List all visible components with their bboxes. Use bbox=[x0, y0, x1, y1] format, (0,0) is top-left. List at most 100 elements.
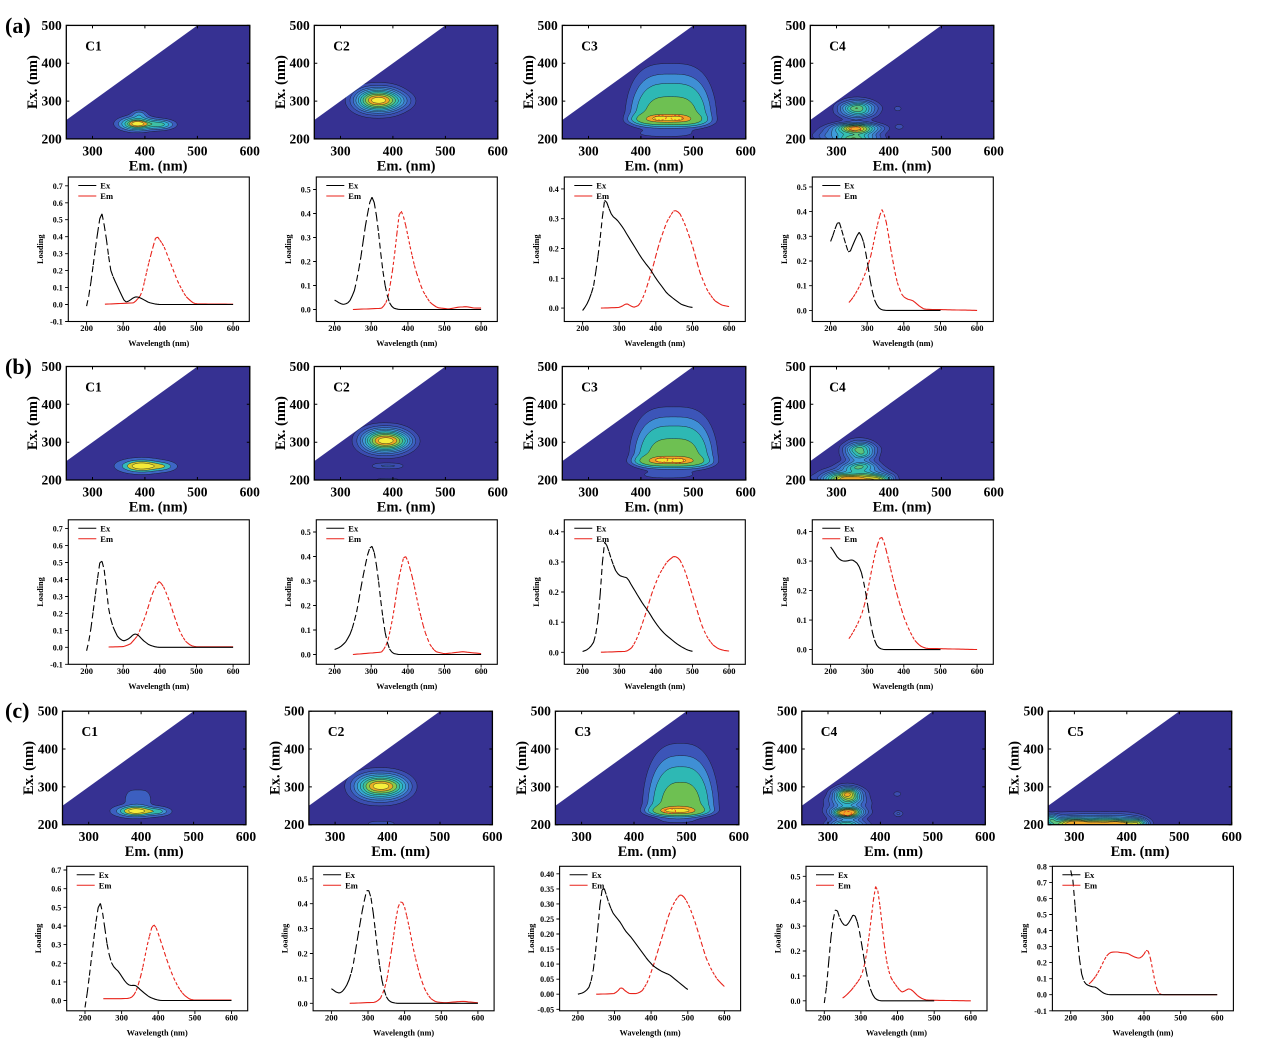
svg-text:500: 500 bbox=[686, 323, 699, 333]
svg-text:600: 600 bbox=[472, 1012, 485, 1022]
svg-text:Wavelength (nm): Wavelength (nm) bbox=[127, 1028, 188, 1037]
svg-text:Em: Em bbox=[100, 534, 113, 544]
svg-text:Loading: Loading bbox=[281, 923, 290, 953]
svg-text:Ex. (nm): Ex. (nm) bbox=[267, 741, 283, 795]
svg-text:C4: C4 bbox=[829, 38, 846, 53]
svg-text:500: 500 bbox=[187, 485, 208, 500]
svg-text:0.3: 0.3 bbox=[791, 922, 801, 931]
svg-text:500: 500 bbox=[438, 323, 451, 333]
svg-text:Ex. (nm): Ex. (nm) bbox=[521, 55, 537, 109]
svg-text:0.8: 0.8 bbox=[1037, 862, 1047, 871]
svg-text:0.5: 0.5 bbox=[53, 559, 63, 568]
svg-text:200: 200 bbox=[328, 666, 341, 676]
svg-text:300: 300 bbox=[365, 323, 378, 333]
svg-text:0.1: 0.1 bbox=[791, 972, 801, 981]
svg-text:600: 600 bbox=[718, 1012, 731, 1022]
svg-text:0.40: 0.40 bbox=[540, 870, 554, 879]
svg-text:0.2: 0.2 bbox=[549, 588, 559, 597]
svg-text:500: 500 bbox=[538, 359, 559, 374]
svg-text:500: 500 bbox=[1169, 829, 1190, 844]
svg-text:600: 600 bbox=[1211, 1012, 1224, 1022]
svg-text:400: 400 bbox=[290, 397, 311, 412]
svg-text:300: 300 bbox=[82, 143, 103, 158]
svg-text:0.5: 0.5 bbox=[298, 875, 308, 884]
svg-text:0.7: 0.7 bbox=[53, 182, 63, 191]
svg-text:0.3: 0.3 bbox=[797, 557, 807, 566]
svg-text:0.0: 0.0 bbox=[549, 304, 559, 313]
svg-text:0.2: 0.2 bbox=[797, 257, 807, 266]
svg-text:600: 600 bbox=[482, 829, 503, 844]
svg-text:0.0: 0.0 bbox=[797, 646, 807, 655]
svg-text:Em. (nm): Em. (nm) bbox=[625, 158, 684, 174]
svg-text:500: 500 bbox=[1023, 704, 1044, 719]
svg-text:Wavelength (nm): Wavelength (nm) bbox=[866, 1028, 927, 1037]
svg-text:200: 200 bbox=[80, 323, 93, 333]
svg-text:(c): (c) bbox=[5, 698, 29, 723]
svg-text:Em: Em bbox=[99, 880, 112, 890]
svg-text:400: 400 bbox=[135, 485, 156, 500]
svg-text:0.5: 0.5 bbox=[301, 186, 311, 195]
svg-text:600: 600 bbox=[723, 323, 736, 333]
svg-text:400: 400 bbox=[897, 323, 910, 333]
svg-text:500: 500 bbox=[923, 829, 944, 844]
svg-text:0.1: 0.1 bbox=[797, 616, 807, 625]
svg-text:300: 300 bbox=[861, 666, 874, 676]
svg-text:0.0: 0.0 bbox=[791, 997, 801, 1006]
svg-text:400: 400 bbox=[538, 397, 559, 412]
svg-text:Loading: Loading bbox=[780, 576, 789, 606]
svg-text:300: 300 bbox=[1101, 1012, 1114, 1022]
svg-text:500: 500 bbox=[1174, 1012, 1187, 1022]
svg-text:0.4: 0.4 bbox=[549, 185, 559, 194]
svg-text:0.0: 0.0 bbox=[1037, 991, 1047, 1000]
svg-text:Ex. (nm): Ex. (nm) bbox=[769, 55, 785, 109]
svg-text:0.4: 0.4 bbox=[797, 528, 807, 537]
svg-text:500: 500 bbox=[290, 359, 311, 374]
svg-text:Loading: Loading bbox=[527, 923, 536, 953]
svg-text:Ex: Ex bbox=[99, 870, 110, 880]
svg-text:Wavelength (nm): Wavelength (nm) bbox=[620, 1028, 681, 1037]
svg-text:0.5: 0.5 bbox=[301, 528, 311, 537]
svg-text:200: 200 bbox=[538, 473, 559, 488]
svg-text:300: 300 bbox=[826, 485, 847, 500]
svg-text:0.6: 0.6 bbox=[1037, 894, 1047, 903]
svg-text:Loading: Loading bbox=[532, 234, 541, 264]
svg-text:300: 300 bbox=[777, 779, 798, 794]
svg-text:-0.1: -0.1 bbox=[50, 318, 63, 327]
svg-text:200: 200 bbox=[824, 666, 837, 676]
svg-text:500: 500 bbox=[686, 666, 699, 676]
svg-text:Em: Em bbox=[596, 534, 609, 544]
svg-text:200: 200 bbox=[1064, 1012, 1077, 1022]
svg-text:Em. (nm): Em. (nm) bbox=[125, 844, 184, 860]
svg-text:Wavelength (nm): Wavelength (nm) bbox=[624, 682, 685, 691]
svg-text:500: 500 bbox=[928, 1012, 941, 1022]
svg-text:200: 200 bbox=[290, 473, 311, 488]
svg-text:300: 300 bbox=[538, 94, 559, 109]
svg-text:400: 400 bbox=[153, 323, 166, 333]
svg-text:500: 500 bbox=[438, 666, 451, 676]
svg-text:0.30: 0.30 bbox=[540, 900, 554, 909]
svg-text:500: 500 bbox=[190, 666, 203, 676]
svg-text:300: 300 bbox=[571, 829, 592, 844]
svg-text:0.2: 0.2 bbox=[549, 245, 559, 254]
svg-text:300: 300 bbox=[42, 435, 63, 450]
svg-text:300: 300 bbox=[608, 1012, 621, 1022]
svg-text:300: 300 bbox=[613, 666, 626, 676]
svg-text:400: 400 bbox=[42, 397, 63, 412]
svg-text:300: 300 bbox=[330, 485, 351, 500]
svg-text:C1: C1 bbox=[82, 724, 99, 739]
svg-text:400: 400 bbox=[879, 485, 900, 500]
svg-text:300: 300 bbox=[325, 829, 346, 844]
svg-text:600: 600 bbox=[736, 485, 757, 500]
svg-text:-0.05: -0.05 bbox=[537, 1005, 554, 1014]
svg-text:0.0: 0.0 bbox=[301, 651, 311, 660]
svg-text:C4: C4 bbox=[821, 724, 838, 739]
svg-text:400: 400 bbox=[870, 829, 891, 844]
svg-text:0.3: 0.3 bbox=[301, 577, 311, 586]
svg-text:600: 600 bbox=[475, 666, 488, 676]
svg-text:0.7: 0.7 bbox=[51, 866, 61, 875]
svg-text:0.3: 0.3 bbox=[797, 232, 807, 241]
svg-text:C5: C5 bbox=[1067, 724, 1084, 739]
svg-text:500: 500 bbox=[187, 143, 208, 158]
svg-text:200: 200 bbox=[786, 131, 807, 146]
svg-text:600: 600 bbox=[225, 1012, 238, 1022]
